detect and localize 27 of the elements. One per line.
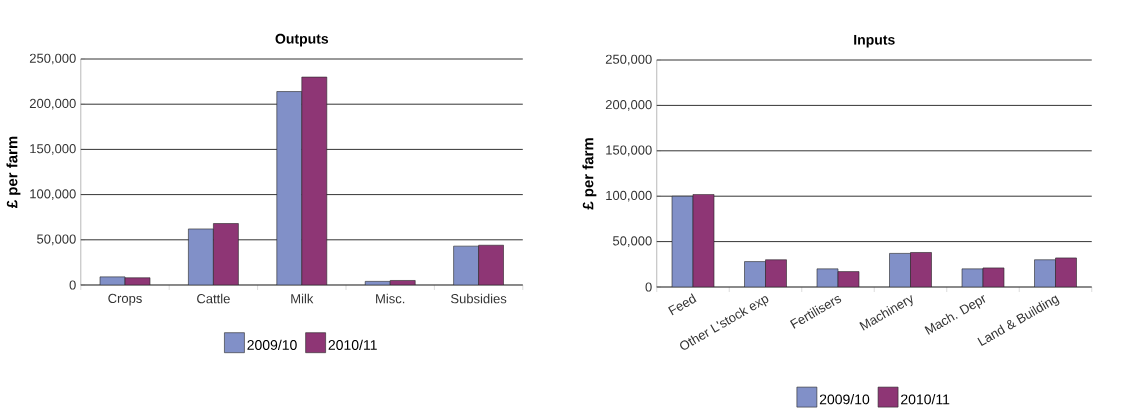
x-tick-label: Milk xyxy=(291,293,314,304)
y-tick-label: 200,000 xyxy=(29,98,76,110)
y-tick-label: 100,000 xyxy=(30,189,76,200)
y-tick-label: 250,000 xyxy=(29,53,76,65)
y-axis-title: £ per farm xyxy=(6,136,21,209)
chart-title: Inputs xyxy=(854,34,895,48)
y-tick-label: 50,000 xyxy=(37,234,76,246)
legend-label: 2010/11 xyxy=(901,394,950,405)
legend-label: 2009/10 xyxy=(819,394,870,405)
y-tick-label: 100,000 xyxy=(606,190,652,202)
y-tick-label: 50,000 xyxy=(612,236,652,247)
x-tick-label: Cattle xyxy=(197,293,230,304)
legend-label: 2010/11 xyxy=(328,339,377,350)
y-tick-label: 150,000 xyxy=(606,145,652,157)
x-tick-label: Misc. xyxy=(376,293,405,304)
legend-label: 2009/10 xyxy=(247,339,297,350)
x-tick-label: Subsidies xyxy=(451,293,507,304)
x-tick-label: Crops xyxy=(108,293,142,306)
x-tick-label: Feed xyxy=(668,293,697,316)
y-tick-label: 150,000 xyxy=(30,144,76,155)
y-axis-title: £ per farm xyxy=(582,138,597,210)
y-tick-label: 250,000 xyxy=(605,54,652,66)
y-tick-label: 0 xyxy=(645,282,652,292)
y-tick-label: 200,000 xyxy=(605,100,652,111)
x-tick-label: Mach. Depr xyxy=(924,295,986,335)
y-tick-label: 0 xyxy=(69,280,76,290)
chart-title: Outputs xyxy=(275,33,329,47)
